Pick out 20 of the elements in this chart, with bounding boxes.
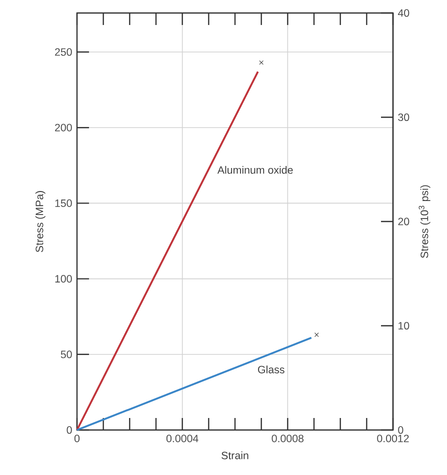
- y2-tick-label: 10: [398, 322, 410, 330]
- y2-tick-label: 0: [398, 426, 404, 434]
- y-tick-label: 100: [55, 275, 72, 283]
- y2-tick-label: 20: [398, 218, 410, 226]
- x-tick-label: 0.0008: [272, 434, 304, 442]
- y-axis-title: Stress (MPa): [35, 191, 46, 252]
- x-tick-label: 0.0012: [377, 434, 409, 442]
- y-tick-label: 150: [55, 199, 72, 207]
- y-tick-label: 0: [66, 426, 72, 434]
- y-tick-label: 250: [55, 48, 72, 56]
- y-tick-label: 50: [60, 350, 72, 358]
- y2-tick-label: 30: [398, 113, 410, 122]
- x-tick-label: 0.0004: [166, 434, 198, 442]
- series-label: Aluminum oxide: [217, 166, 293, 174]
- x-tick-label: 0: [74, 434, 80, 442]
- y2-tick-label: 40: [398, 9, 410, 17]
- y2-axis-title: Stress (10$^{3}$ psi): [418, 185, 430, 258]
- series-label: Glass: [258, 366, 284, 374]
- y-tick-label: 200: [55, 124, 72, 132]
- x-axis-title: Strain: [222, 451, 248, 460]
